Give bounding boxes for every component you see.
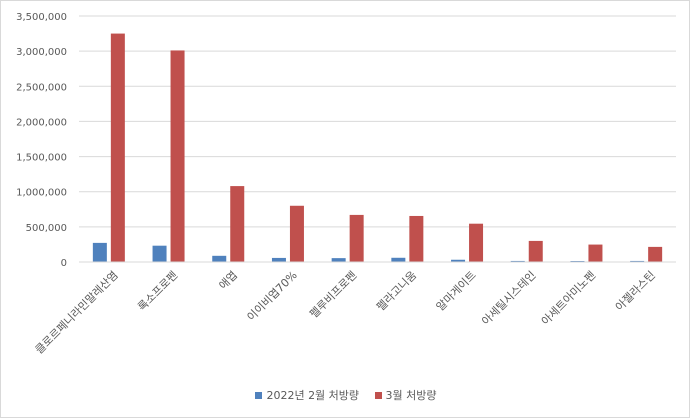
x-category-label: 아세트아미노펜 [539,269,598,328]
bar-mar [409,215,424,262]
bar-mar [588,244,603,262]
y-tick-label: 2,500,000 [16,82,67,93]
bar-feb [331,258,346,262]
y-tick-label: 3,000,000 [16,47,67,58]
bar-mar [469,223,484,262]
bar-mar [289,205,304,262]
bar-mar [349,214,364,262]
bar-chart: 0 500,000 1,000,000 1,500,000 2,000,000 2,500… [16,12,676,357]
y-tick-label: 0 [61,258,67,269]
bar-mar [648,246,663,262]
gridlines [79,15,676,228]
x-category-label: 아젤라스틴 [613,269,658,314]
bar-feb [630,260,645,262]
y-tick-label: 1,000,000 [16,188,67,199]
bar-mar [528,240,543,262]
x-category-label: 록소프로펜 [135,269,180,314]
x-category-label: 아세틸시스테인 [479,269,538,328]
legend-label-feb: 2022년 2월 처방량 [266,389,360,402]
legend-swatch-mar [374,391,382,399]
y-tick-label: 1,500,000 [16,153,67,164]
x-category-label: 애엽 [217,269,241,293]
x-category-label: 알마게이트 [433,268,479,314]
legend-item-mar: 3월 처방량 [374,387,437,403]
x-axis: 클로르페니라민말레산염 록소프로펜 애엽 이이비엽70% 펠루비프로펜 펠라고니움 알마게이… [33,261,676,357]
bar-mar [110,33,125,263]
y-tick-label: 2,000,000 [16,117,67,128]
legend-item-feb: 2022년 2월 처방량 [255,387,359,403]
bar-mar [170,50,185,262]
y-axis: 0 500,000 1,000,000 1,500,000 2,000,000 2,500… [16,12,67,269]
x-category-label: 이이비엽70% [245,269,300,324]
bar-feb [451,259,466,262]
bar-feb [391,257,406,262]
legend-label-mar: 3월 처방량 [385,389,437,402]
legend: 2022년 2월 처방량 3월 처방량 [1,387,690,403]
bars [92,33,663,263]
bar-feb [152,245,167,262]
x-category-label: 펠라고니움 [374,269,419,314]
bar-mar [230,186,245,262]
x-category-label: 펠루비프로펜 [307,269,359,321]
bar-feb [212,255,227,262]
bar-feb [510,260,525,262]
bar-feb [92,242,107,262]
y-tick-label: 500,000 [26,223,67,234]
y-tick-label: 3,500,000 [16,12,67,23]
bar-feb [271,257,286,262]
legend-swatch-feb [255,391,263,399]
x-category-label: 클로르페니라민말레산염 [33,269,121,357]
